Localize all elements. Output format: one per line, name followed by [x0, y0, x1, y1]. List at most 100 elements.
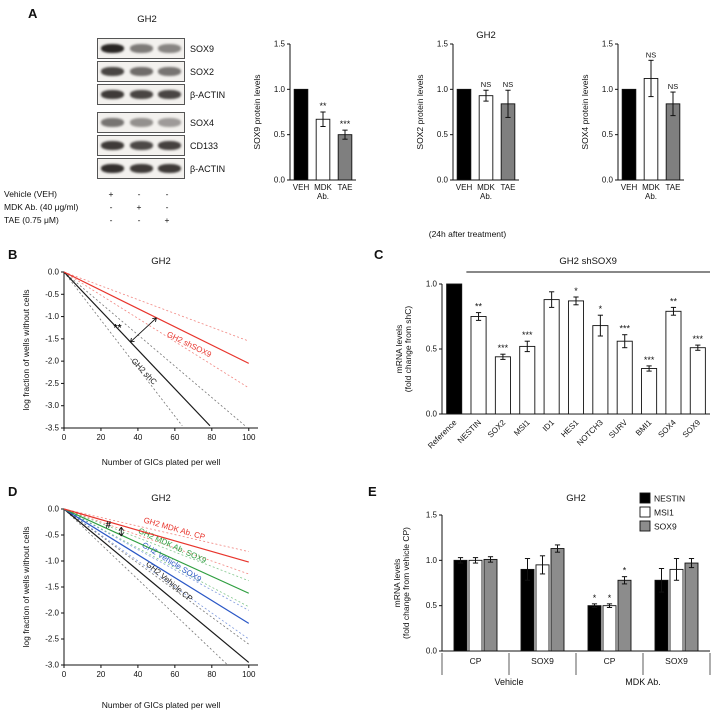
svg-text:SOX9: SOX9: [665, 656, 688, 666]
blot-lane: [127, 85, 156, 104]
treatment-symbol: +: [136, 202, 142, 212]
svg-text:**: **: [670, 296, 678, 306]
svg-text:SOX2 protein levels: SOX2 protein levels: [415, 74, 425, 149]
svg-text:Reference: Reference: [426, 418, 459, 451]
svg-text:TAE: TAE: [338, 183, 353, 192]
treatment-label: MDK Ab. (40 μg/ml): [4, 202, 79, 212]
sox4-protein-bar-chart: 0.0 0.5 1.0 1.5 SOX4 protein levels VEH NS MDK A…: [578, 26, 690, 233]
svg-text:CP: CP: [604, 656, 616, 666]
svg-text:Ab.: Ab.: [480, 192, 492, 201]
mrna-levels-grouped-bar-chart: GH2 0.0 0.5 1.0 1.5 mRNA levels (fold change f…: [390, 489, 722, 719]
svg-text:-3.0: -3.0: [45, 401, 59, 410]
blot-band: [129, 67, 153, 76]
blot-band: [100, 118, 124, 127]
svg-text:MDK Ab.: MDK Ab.: [625, 677, 661, 687]
svg-text:TAE: TAE: [501, 183, 516, 192]
svg-text:0.0: 0.0: [437, 176, 449, 185]
blot-band: [129, 141, 153, 150]
western-blot-panel: SOX9 SOX2 β-ACTIN SOX4 CD133 β-ACTIN: [97, 38, 225, 181]
panel-b-label: B: [8, 247, 18, 262]
svg-text:-1.0: -1.0: [45, 557, 59, 566]
svg-text:0.0: 0.0: [426, 647, 438, 656]
svg-text:GH2: GH2: [151, 493, 171, 504]
blot-lane: [98, 85, 127, 104]
blot-band: [158, 164, 182, 173]
svg-text:***: ***: [340, 119, 351, 129]
svg-text:NOTCH3: NOTCH3: [575, 418, 605, 448]
svg-text:-2.5: -2.5: [45, 379, 59, 388]
blot-band: [129, 118, 153, 127]
svg-text:-2.0: -2.0: [45, 609, 59, 618]
svg-text:80: 80: [207, 433, 216, 442]
blot-lane: [155, 159, 184, 178]
blot-image: [97, 158, 185, 179]
svg-text:VEH: VEH: [621, 183, 638, 192]
svg-text:0.0: 0.0: [48, 268, 60, 277]
treatment-symbol: -: [137, 215, 141, 225]
svg-text:mRNA levels: mRNA levels: [392, 559, 402, 608]
svg-text:-1.5: -1.5: [45, 583, 59, 592]
svg-text:80: 80: [207, 670, 216, 679]
svg-text:40: 40: [133, 433, 142, 442]
svg-text:MDK: MDK: [642, 183, 660, 192]
blot-band: [129, 164, 153, 173]
svg-text:1.0: 1.0: [602, 85, 614, 94]
svg-text:-1.0: -1.0: [45, 312, 59, 321]
svg-text:HES1: HES1: [559, 418, 581, 440]
treatment-row: Vehicle (VEH) + - -: [0, 189, 250, 202]
blot-row: CD133: [97, 135, 225, 156]
svg-text:**: **: [319, 101, 327, 111]
svg-text:GH2 shC: GH2 shC: [129, 356, 158, 386]
svg-text:60: 60: [170, 433, 179, 442]
blot-lane: [155, 113, 184, 132]
treatment-symbol: +: [164, 215, 170, 225]
blot-row: β-ACTIN: [97, 84, 225, 105]
panel-c-label: C: [374, 247, 384, 262]
svg-text:*: *: [593, 593, 597, 603]
blot-band: [100, 141, 124, 150]
blot-label: β-ACTIN: [190, 163, 226, 174]
svg-text:log fraction of wells without: log fraction of wells without cells: [21, 290, 31, 411]
svg-text:-0.5: -0.5: [45, 290, 59, 299]
blot-band: [158, 44, 182, 53]
svg-text:1.0: 1.0: [437, 85, 449, 94]
treatment-label: TAE (0.75 μM): [4, 215, 59, 225]
svg-text:SOX2: SOX2: [486, 418, 508, 440]
blot-lane: [127, 136, 156, 155]
blot-image: [97, 84, 185, 105]
blot-band: [158, 118, 182, 127]
svg-text:MSI1: MSI1: [512, 418, 532, 438]
svg-text:Number of GICs plated per well: Number of GICs plated per well: [102, 457, 221, 467]
svg-text:60: 60: [170, 670, 179, 679]
svg-text:0: 0: [62, 433, 67, 442]
svg-text:0.5: 0.5: [602, 130, 614, 139]
sox9-protein-bar-chart: 0.0 0.5 1.0 1.5 SOX9 protein levels VEH ** MDK A…: [250, 26, 362, 233]
limiting-dilution-chart-mdk: GH2 0.0 -0.5 -1.0 -1.5 -2.0 -2.5 -3.0 0 20 40 60 80 1…: [18, 489, 268, 719]
svg-text:mRNA levels: mRNA levels: [394, 325, 404, 374]
blot-row: SOX9: [97, 38, 225, 59]
svg-text:SOX9: SOX9: [654, 522, 677, 532]
svg-text:GH2: GH2: [566, 493, 586, 504]
svg-text:-2.0: -2.0: [45, 357, 59, 366]
blot-label: SOX2: [190, 66, 215, 77]
svg-text:NESTIN: NESTIN: [456, 418, 483, 445]
svg-text:1.0: 1.0: [274, 85, 286, 94]
svg-text:1.5: 1.5: [274, 40, 286, 49]
svg-text:NS: NS: [668, 82, 678, 91]
blot-band: [100, 44, 124, 53]
svg-text:-3.0: -3.0: [45, 661, 59, 670]
blot-image: [97, 38, 185, 59]
treatment-row: TAE (0.75 μM) - - +: [0, 215, 250, 228]
treatment-table: Vehicle (VEH) + - - MDK Ab. (40 μg/ml) - + - TAE…: [0, 189, 250, 228]
svg-text:0: 0: [62, 670, 67, 679]
blot-label: SOX9: [190, 43, 215, 54]
svg-text:20: 20: [96, 670, 105, 679]
treatment-symbol: -: [165, 189, 169, 199]
svg-text:MSI1: MSI1: [654, 508, 674, 518]
svg-text:BMI1: BMI1: [634, 418, 654, 438]
svg-text:0.5: 0.5: [274, 130, 286, 139]
svg-text:-0.5: -0.5: [45, 531, 59, 540]
blot-lane: [98, 113, 127, 132]
blot-lane: [127, 113, 156, 132]
svg-text:SURV: SURV: [607, 418, 629, 440]
